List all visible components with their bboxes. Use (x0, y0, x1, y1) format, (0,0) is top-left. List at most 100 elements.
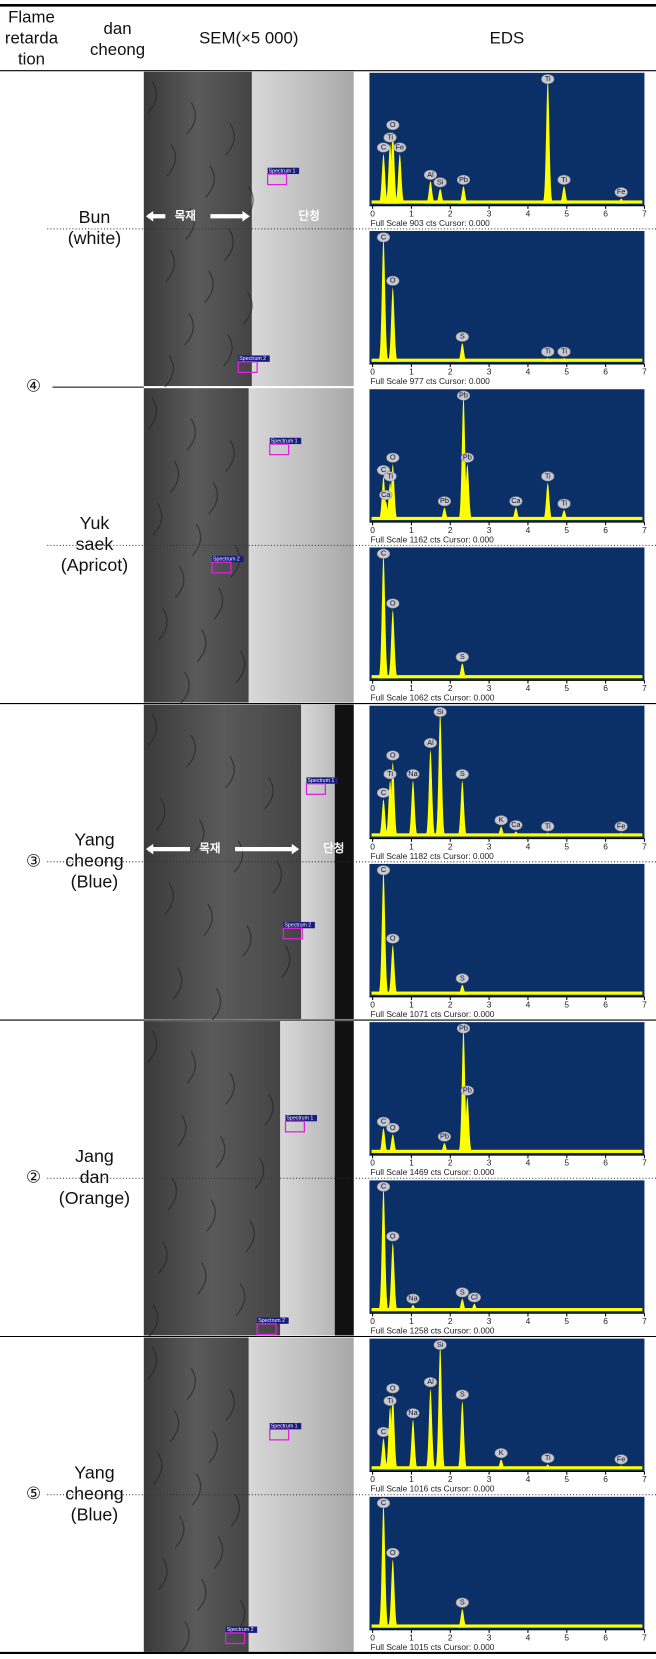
eds-tick-label: 5 (564, 367, 569, 377)
eds-footer: Full Scale 1162 cts Cursor: 0.000 (371, 534, 495, 544)
eds-tick-label: 7 (642, 683, 647, 693)
sample-name: (Blue) (71, 1505, 119, 1525)
spectrum-tag: Spectrum 1 (271, 438, 298, 444)
eds-tick-label: 7 (642, 1632, 647, 1642)
eds-tick-label: 6 (603, 683, 608, 693)
spectrum-tag: Spectrum 2 (284, 922, 311, 928)
eds-tick-label: 7 (642, 367, 647, 377)
eds-tick-label: 5 (564, 841, 569, 851)
eds-tick-label: 4 (526, 525, 531, 535)
peak-label: Ti (561, 175, 567, 184)
eds-tick-label: 4 (526, 367, 531, 377)
peak-label: Fe (617, 821, 626, 830)
eds-tick-label: 5 (564, 1474, 569, 1484)
spectrum-tag: Spectrum 2 (239, 356, 266, 362)
eds-plot (369, 73, 644, 206)
spectrum-tag: Spectrum 1 (308, 778, 335, 784)
peak-label: O (390, 453, 396, 462)
peak-label: Al (427, 738, 434, 747)
peak-label: C (381, 1498, 387, 1507)
peak-label: Ti (387, 132, 393, 141)
peak-label: C (381, 1117, 387, 1126)
eds-tick-label: 5 (564, 999, 569, 1009)
eds-tick-label: 6 (603, 367, 608, 377)
eds-plot (369, 389, 644, 522)
peak-label: Ti (545, 1453, 551, 1462)
eds-tick-label: 7 (642, 208, 647, 218)
sample-name: Yang (74, 829, 114, 849)
eds-tick-label: 6 (603, 1316, 608, 1326)
eds-footer: Full Scale 1182 cts Cursor: 0.000 (371, 851, 495, 861)
eds-tick-label: 4 (526, 1316, 531, 1326)
peak-label: O (390, 120, 396, 129)
peak-label: O (390, 934, 396, 943)
eds-tick-label: 4 (526, 841, 531, 851)
sample-name: (white) (68, 228, 122, 248)
sample-name: (Orange) (59, 1188, 130, 1208)
peak-label: Ti (561, 347, 567, 356)
peak-label: C (381, 788, 387, 797)
peak-label: C (381, 142, 387, 151)
sample-name: cheong (65, 1483, 124, 1503)
peak-label: K (499, 1448, 504, 1457)
eds-tick-label: 4 (526, 208, 531, 218)
eds-plot (369, 864, 644, 997)
peak-label: Ti (387, 471, 393, 480)
peak-label: Pb (440, 496, 449, 505)
arrow-label: 단청 (323, 841, 344, 855)
eds-footer: Full Scale 1258 cts Cursor: 0.000 (371, 1325, 495, 1335)
arrow-label: 목재 (175, 208, 196, 222)
spectrum-tag: Spectrum 1 (269, 168, 296, 174)
eds-tick-label: 4 (526, 1474, 531, 1484)
sample-name: (Blue) (71, 872, 119, 892)
sample-name: dan (80, 1167, 110, 1187)
eds-tick-label: 7 (642, 841, 647, 851)
group-number: ⑤ (26, 1484, 41, 1503)
peak-label: S (460, 1390, 465, 1399)
spectrum-tag: Spectrum 1 (287, 1116, 314, 1122)
header-text: cheong (90, 40, 145, 59)
peak-label: C (381, 549, 387, 558)
sample-name: Yang (74, 1462, 114, 1482)
eds-tick-label: 4 (526, 683, 531, 693)
peak-label: Al (427, 1377, 434, 1386)
eds-tick-label: 7 (642, 1158, 647, 1168)
spectrum-tag: Spectrum 2 (258, 1318, 285, 1324)
spectrum-tag: Spectrum 1 (271, 1424, 298, 1430)
eds-tick-label: 4 (526, 1158, 531, 1168)
peak-label: S (460, 973, 465, 982)
peak-label: Pb (463, 453, 472, 462)
eds-tick-label: 4 (526, 1632, 531, 1642)
peak-label: S (460, 652, 465, 661)
peak-label: Pb (459, 390, 468, 399)
eds-plot (369, 231, 644, 364)
eds-footer: Full Scale 903 cts Cursor: 0.000 (371, 218, 491, 228)
peak-label: C (381, 1182, 387, 1191)
eds-baseline (372, 675, 643, 678)
sample-name: saek (76, 534, 114, 554)
peak-label: S (460, 1287, 465, 1296)
eds-footer: Full Scale 1015 cts Cursor: 0.000 (371, 1642, 495, 1652)
peak-label: Na (408, 769, 418, 778)
eds-tick-label: 6 (603, 1632, 608, 1642)
eds-tick-label: 6 (603, 1158, 608, 1168)
peak-label: Ti (387, 769, 393, 778)
peak-label: K (499, 815, 504, 824)
peak-label: Ca (381, 490, 391, 499)
eds-tick-label: 5 (564, 683, 569, 693)
eds-tick-label: 4 (526, 999, 531, 1009)
spectrum-tag: Spectrum 2 (227, 1627, 254, 1633)
group-number: ③ (26, 851, 41, 870)
peak-label: O (390, 1548, 396, 1557)
eds-plot (369, 1497, 644, 1630)
eds-tick-label: 7 (642, 525, 647, 535)
peak-label: Fe (396, 142, 405, 151)
peak-label: Si (437, 177, 444, 186)
peak-label: Al (427, 170, 434, 179)
peak-label: S (460, 1598, 465, 1607)
peak-label: Cl (471, 1292, 478, 1301)
eds-tick-label: 6 (603, 1474, 608, 1484)
eds-footer: Full Scale 1071 cts Cursor: 0.000 (371, 1009, 495, 1019)
peak-label: Na (408, 1294, 418, 1303)
peak-label: O (390, 1123, 396, 1132)
